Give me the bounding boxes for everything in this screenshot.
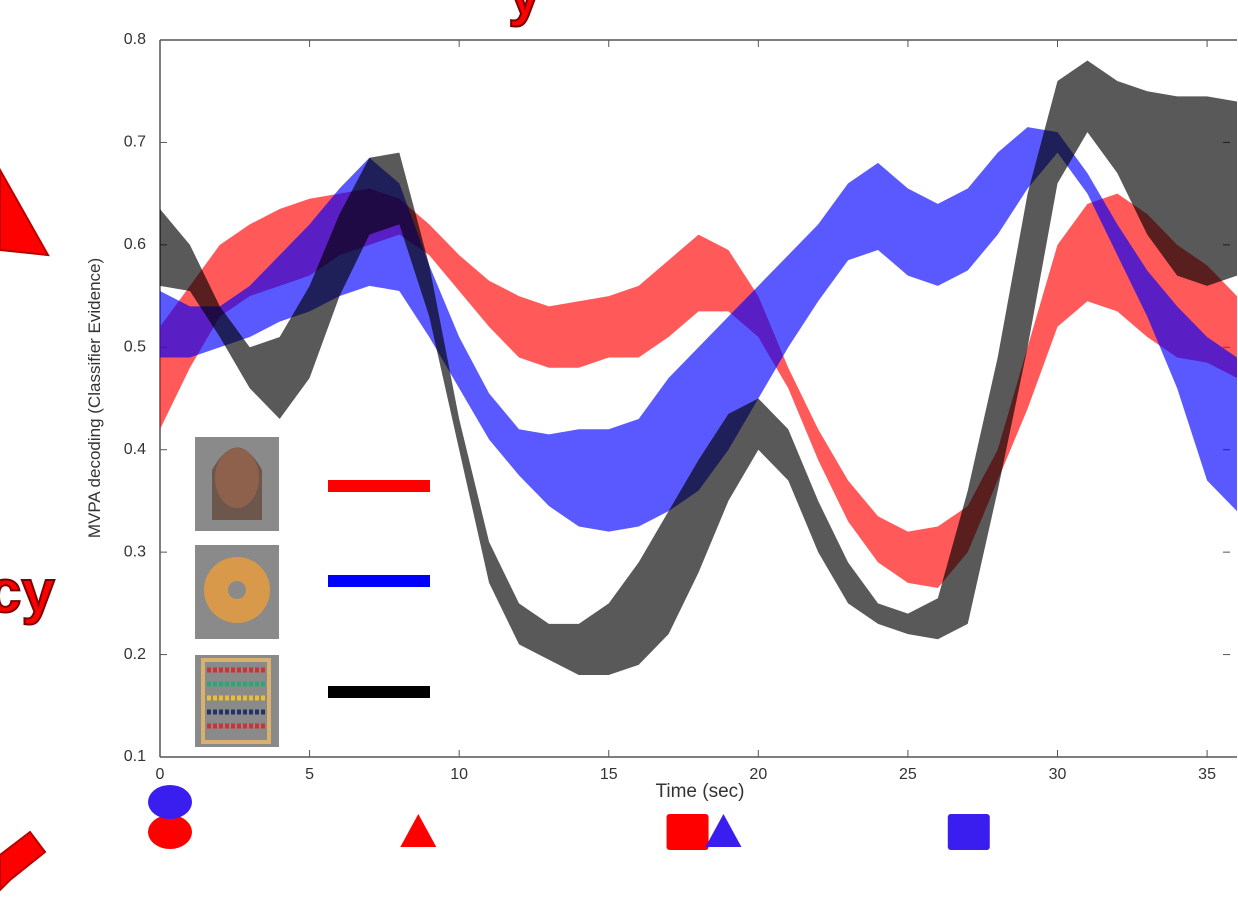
event-marker: [705, 814, 742, 847]
x-tick-label: 20: [749, 766, 767, 783]
x-tick-label: 10: [450, 766, 468, 783]
slide-text: y: [508, 0, 542, 27]
band: [160, 60, 1237, 676]
y-tick-label: 0.6: [124, 236, 146, 253]
event-marker: [148, 815, 192, 849]
band: [160, 188, 1237, 588]
slide-arrow: [0, 167, 50, 257]
y-tick-label: 0.5: [124, 339, 146, 356]
y-tick-label: 0.1: [124, 748, 146, 765]
band: [160, 127, 1237, 532]
y-tick-label: 0.3: [124, 543, 146, 560]
event-marker: [400, 814, 437, 847]
x-tick-label: 15: [600, 766, 618, 783]
y-tick-label: 0.4: [124, 441, 146, 458]
event-marker: [148, 785, 192, 819]
y-tick-label: 0.2: [124, 646, 146, 663]
x-tick-label: 25: [899, 766, 917, 783]
legend: [195, 437, 430, 747]
legend-image-bagel: [228, 581, 246, 599]
x-tick-label: 5: [305, 766, 314, 783]
x-tick-label: 30: [1049, 766, 1067, 783]
y-axis-label: MVPA decoding (Classifier Evidence): [85, 258, 104, 538]
x-axis-label: Time (sec): [655, 781, 744, 802]
slide-text: cy: [0, 558, 55, 625]
x-tick-label: 35: [1198, 766, 1216, 783]
event-marker: [947, 814, 990, 850]
event-marker: [666, 814, 709, 850]
legend-image-face: [212, 447, 262, 520]
y-tick-label: 0.8: [124, 31, 146, 48]
x-tick-label: 0: [156, 766, 165, 783]
legend-image-abacus: [201, 658, 271, 744]
y-tick-label: 0.7: [124, 134, 146, 151]
slide-arrow: [0, 830, 47, 892]
